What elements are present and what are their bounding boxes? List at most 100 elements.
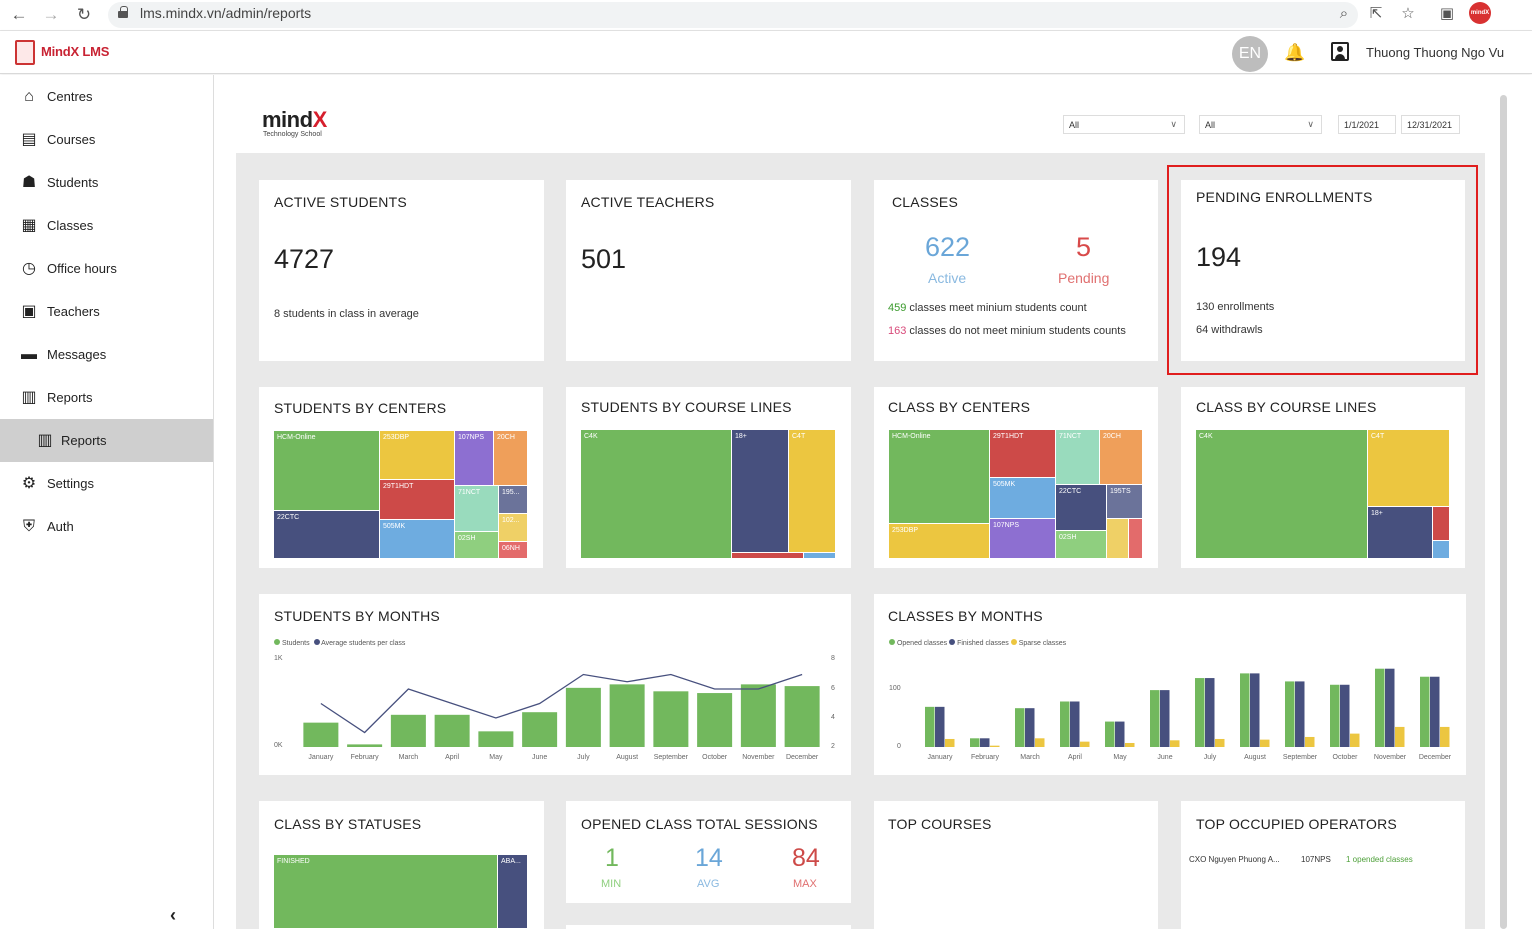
treemap-tile[interactable]: 71NCT bbox=[1055, 429, 1100, 485]
sidebar-item-classes[interactable]: ▦ Classes bbox=[0, 204, 213, 247]
chevron-down-icon: ∨ bbox=[1307, 119, 1314, 129]
user-icon[interactable] bbox=[1331, 42, 1349, 61]
bookmark-star-icon[interactable]: ☆ bbox=[1401, 5, 1415, 22]
treemap-tile[interactable]: 195TS bbox=[1106, 484, 1143, 519]
treemap-tile[interactable]: 20CH bbox=[493, 430, 528, 486]
course-line-filter[interactable]: All ∨ bbox=[1199, 115, 1322, 134]
opened-bar bbox=[1420, 676, 1430, 747]
treemap-tile[interactable]: 22CTC bbox=[273, 510, 380, 559]
treemap-tile[interactable]: 02SH bbox=[454, 531, 499, 559]
sidebar-item-centres[interactable]: ⌂ Centres bbox=[0, 75, 213, 118]
treemap-tile[interactable] bbox=[1432, 540, 1450, 559]
treemap-tile[interactable]: HCM-Online bbox=[888, 429, 990, 524]
treemap-tile[interactable] bbox=[803, 552, 836, 559]
treemap-tile[interactable]: 195... bbox=[498, 485, 528, 514]
sidebar-item-label: Auth bbox=[47, 519, 74, 534]
x-axis-label: September bbox=[654, 754, 689, 761]
card-title: STUDENTS BY MONTHS bbox=[274, 608, 440, 624]
treemap-tile[interactable]: 102... bbox=[498, 513, 528, 542]
treemap-tile[interactable]: 505MK bbox=[989, 477, 1056, 519]
treemap-tile[interactable]: 505MK bbox=[379, 519, 455, 559]
y-axis-tick: 1K bbox=[274, 655, 283, 662]
treemap-tile[interactable]: 107NPS bbox=[454, 430, 494, 486]
treemap-tile[interactable]: 29T1HDT bbox=[989, 429, 1056, 478]
profile-avatar[interactable]: mindX bbox=[1469, 2, 1491, 24]
sidebar-item-reports[interactable]: ▥ Reports bbox=[0, 376, 213, 419]
sessions-min-label: MIN bbox=[601, 878, 622, 890]
app-name[interactable]: MindX LMS bbox=[41, 44, 110, 59]
date-to-input[interactable]: 12/31/2021 bbox=[1401, 115, 1460, 134]
treemap-tile[interactable]: C4K bbox=[580, 429, 732, 559]
treemap-tile[interactable]: 107NPS bbox=[989, 518, 1056, 559]
treemap-tile[interactable]: 18+ bbox=[1367, 506, 1433, 559]
sidebar-item-settings[interactable]: ⚙ Settings bbox=[0, 462, 213, 505]
finished-bar bbox=[1025, 708, 1035, 747]
collapse-sidebar-icon[interactable]: ‹ bbox=[170, 905, 176, 925]
sessions-avg-label: AVG bbox=[697, 878, 720, 890]
sidebar-item-students[interactable]: ☗ Students bbox=[0, 161, 213, 204]
treemap-tile[interactable]: HCM-Online bbox=[273, 430, 380, 511]
treemap-tile[interactable]: 71NCT bbox=[454, 485, 499, 532]
date-from-input[interactable]: 1/1/2021 bbox=[1338, 115, 1396, 134]
legend-dot bbox=[889, 639, 895, 645]
sidebar-item-label: Office hours bbox=[47, 261, 117, 276]
treemap-tile[interactable]: C4T bbox=[788, 429, 836, 553]
courses-icon: ▤ bbox=[21, 131, 37, 148]
legend-label: Finished classes bbox=[957, 640, 1009, 647]
treemap-tile[interactable]: ABA... bbox=[497, 854, 528, 929]
centres-icon: ⌂ bbox=[24, 88, 34, 105]
card-title: TOP COURSES bbox=[888, 816, 992, 832]
user-name[interactable]: Thuong Thuong Ngo Vu bbox=[1366, 45, 1505, 60]
reload-icon[interactable]: ↻ bbox=[76, 5, 92, 24]
treemap-tile[interactable]: 253DBP bbox=[379, 430, 455, 480]
treemap-tile[interactable]: 02SH bbox=[1055, 530, 1107, 559]
treemap-tile[interactable]: 29T1HDT bbox=[379, 479, 455, 520]
back-icon[interactable]: ← bbox=[10, 5, 28, 24]
treemap-tile[interactable]: 253DBP bbox=[888, 523, 990, 559]
logo-x: X bbox=[312, 107, 328, 132]
address-bar[interactable] bbox=[108, 2, 1358, 28]
sidebar-item-label: Settings bbox=[47, 476, 94, 491]
card-title: CLASSES bbox=[892, 194, 958, 210]
finished-bar bbox=[1295, 681, 1305, 747]
treemap-tile[interactable]: C4T bbox=[1367, 429, 1450, 507]
next-card bbox=[566, 925, 851, 929]
treemap-tile[interactable] bbox=[1128, 518, 1143, 559]
card-title: OPENED CLASS TOTAL SESSIONS bbox=[581, 816, 818, 832]
sidepanel-icon[interactable]: ▣ bbox=[1439, 5, 1455, 22]
x-axis-label: December bbox=[1419, 754, 1452, 761]
sidebar-subitem-reports[interactable]: ▥ Reports bbox=[0, 419, 213, 462]
sidebar-item-messages[interactable]: ▬ Messages bbox=[0, 333, 213, 376]
treemap-tile[interactable] bbox=[731, 552, 804, 559]
treemap-tile[interactable]: FINISHED bbox=[273, 854, 498, 929]
legend-label: Opened classes bbox=[896, 640, 948, 647]
treemap-tile[interactable]: 18+ bbox=[731, 429, 789, 553]
treemap-tile[interactable]: C4K bbox=[1195, 429, 1368, 559]
sessions-max-value: 84 bbox=[792, 844, 820, 872]
treemap-tile[interactable]: 20CH bbox=[1099, 429, 1143, 485]
x-axis-label: January bbox=[308, 754, 333, 761]
sidebar-item-teachers[interactable]: ▣ Teachers bbox=[0, 290, 213, 333]
sidebar-item-courses[interactable]: ▤ Courses bbox=[0, 118, 213, 161]
share-icon[interactable]: ⇱ bbox=[1369, 5, 1383, 22]
scrollbar[interactable] bbox=[1500, 95, 1507, 929]
legend-dot bbox=[949, 639, 956, 645]
treemap-tile[interactable]: 22CTC bbox=[1055, 484, 1107, 531]
language-switch[interactable]: EN bbox=[1232, 36, 1268, 72]
browser-toolbar: ← → ↻ lms.mindx.vn/admin/reports ⌕ ⇱ ☆ ▣… bbox=[0, 0, 1532, 31]
sparse-bar bbox=[1170, 740, 1180, 747]
centre-filter[interactable]: All ∨ bbox=[1063, 115, 1185, 134]
bell-icon[interactable]: 🔔 bbox=[1284, 43, 1306, 62]
sidebar-item-office-hours[interactable]: ◷ Office hours bbox=[0, 247, 213, 290]
treemap-tile[interactable] bbox=[1106, 518, 1129, 559]
sparse-bar bbox=[1215, 738, 1225, 747]
classes-by-months-chart: January February March April May June July Augu… bbox=[925, 668, 1452, 761]
sidebar-item-auth[interactable]: ⛨ Auth bbox=[0, 505, 213, 548]
url-text[interactable]: lms.mindx.vn/admin/reports bbox=[140, 5, 312, 21]
course-line-filter-value: All bbox=[1205, 120, 1216, 130]
treemap-tile[interactable]: 06NH bbox=[498, 541, 528, 559]
x-axis-label: August bbox=[616, 754, 638, 761]
forward-icon[interactable]: → bbox=[42, 5, 60, 24]
zoom-icon[interactable]: ⌕ bbox=[1339, 5, 1349, 22]
treemap-tile[interactable] bbox=[1432, 506, 1450, 541]
